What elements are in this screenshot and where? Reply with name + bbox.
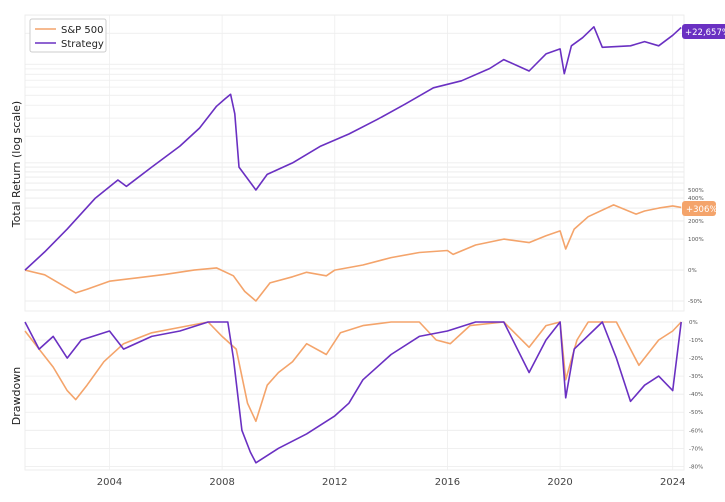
bottom-y-tick-label: -60% (689, 428, 703, 434)
x-tick-label: 2008 (209, 477, 234, 488)
top-y-tick-label: 200% (688, 219, 704, 225)
bottom-y-tick-label: -30% (689, 374, 703, 380)
legend-label-sp500: S&P 500 (61, 25, 103, 36)
x-tick-label: 2012 (322, 477, 347, 488)
end-labels: +22,657% +306% (682, 24, 725, 216)
bottom-line-strategy (24, 321, 682, 464)
x-tick-label: 2024 (660, 477, 685, 488)
top-line-strategy (24, 25, 682, 271)
bottom-y-tick-label: -80% (689, 464, 703, 470)
bottom-y-tick-label: -70% (689, 446, 703, 452)
end-label-strategy: +22,657% (682, 24, 725, 39)
top-y-tick-label: 500% (688, 188, 704, 194)
x-axis-ticks: 2004 2008 2012 2016 2020 2024 (97, 477, 686, 488)
end-label-sp500: +306% (682, 201, 717, 216)
end-label-sp500-bg (682, 201, 716, 216)
bottom-plot-area (24, 321, 685, 471)
x-tick-label: 2020 (547, 477, 572, 488)
end-label-strategy-text: +22,657% (685, 28, 725, 38)
top-y-axis-label: Total Return (log scale) (10, 101, 23, 228)
bottom-y-axis-label: Drawdown (10, 367, 23, 425)
bottom-y-tick-label: 0% (689, 320, 698, 326)
x-tick-label: 2016 (435, 477, 460, 488)
x-tick-label: 2004 (97, 477, 122, 488)
bottom-grid (25, 321, 684, 470)
bottom-panel: 0%-10%-20%-30%-40%-50%-60%-70%-80% 2004 2… (10, 320, 703, 488)
top-y-tick-label: 400% (688, 196, 704, 202)
top-grid (25, 14, 684, 311)
end-label-strategy-bg (682, 24, 725, 39)
bottom-y-tick-label: -40% (689, 392, 703, 398)
bottom-y-tick-label: -50% (689, 410, 703, 416)
bottom-y-tick-label: -10% (689, 338, 703, 344)
bottom-y-ticks: 0% -10% -20% -30% -40% -50% -60% -70% -80% (689, 320, 703, 470)
top-series-lines (24, 25, 682, 302)
end-label-sp500-text: +306% (686, 205, 717, 215)
legend: S&P 500 Strategy (29, 18, 107, 53)
top-panel: -50%0%100%200%300%400%500% Total Return … (10, 14, 704, 312)
bottom-series-lines (24, 321, 682, 464)
top-y-tick-label: 0% (688, 268, 697, 274)
bottom-y-tick-label: -20% (689, 356, 703, 362)
top-y-tick-label: -50% (688, 299, 702, 305)
top-y-tick-label: 100% (688, 237, 704, 243)
top-line-s-p-500 (24, 204, 682, 302)
legend-label-strategy: Strategy (61, 39, 104, 50)
